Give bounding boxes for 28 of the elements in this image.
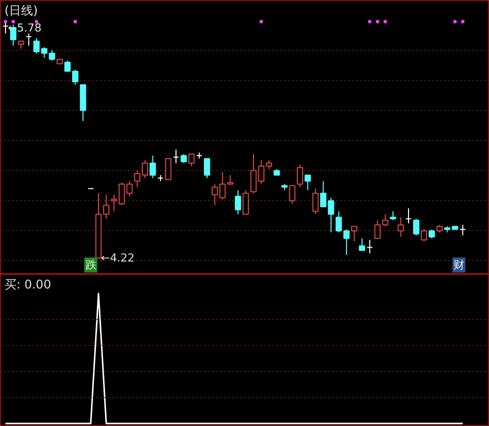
candlestick: [242, 190, 249, 215]
candlestick: [420, 228, 428, 242]
candlestick: [26, 33, 32, 46]
candlestick: [304, 174, 311, 191]
annotation: ←4.22: [100, 251, 135, 264]
candlestick: [204, 158, 210, 179]
chart-title: (日线): [4, 4, 38, 18]
candlestick: [312, 188, 319, 215]
candlestick: [289, 185, 296, 204]
candlestick: [428, 228, 435, 239]
candlestick: [296, 164, 304, 188]
candlestick: [358, 238, 366, 251]
candlestick: [413, 218, 420, 236]
candlestick: [188, 154, 195, 167]
candlestick: [390, 210, 396, 221]
candlestick: [398, 216, 404, 238]
annotation: 跌: [85, 258, 96, 272]
candlestick: [150, 155, 156, 179]
chart-title: 买: 0.00: [4, 278, 52, 292]
candlestick: [165, 158, 172, 180]
candlestick: [172, 149, 180, 164]
candlestick: [405, 208, 412, 224]
annotation: 财: [453, 258, 464, 272]
candlestick: [460, 224, 466, 236]
candlestick: [180, 154, 187, 164]
candlestick: [366, 239, 373, 254]
candlestick: [234, 190, 242, 215]
candlestick: [351, 226, 358, 242]
